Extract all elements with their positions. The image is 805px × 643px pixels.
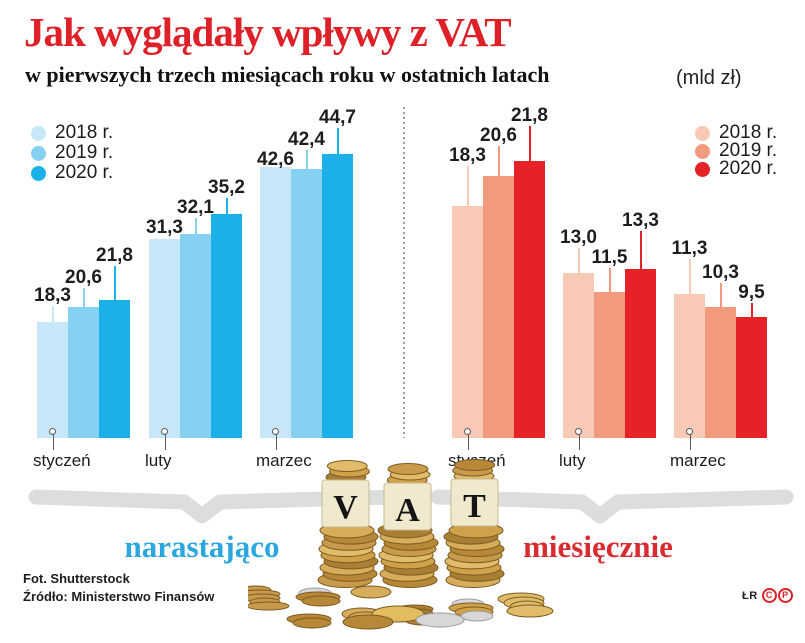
bar-miesiecznie-0-1 [563, 273, 594, 438]
bar-narastajaco-1-0 [68, 307, 99, 438]
leader-line-narastajaco-0-0 [51, 306, 54, 322]
value-label-miesiecznie-1-0: 20,6 [480, 125, 517, 146]
leader-line-miesiecznie-1-2 [719, 283, 722, 307]
bar-narastajaco-0-1 [149, 239, 180, 438]
value-label-miesiecznie-0-0: 18,3 [449, 145, 486, 166]
leader-line-miesiecznie-2-0 [528, 126, 531, 161]
bar-miesiecznie-0-0 [452, 206, 483, 438]
leader-line-miesiecznie-2-2 [750, 303, 753, 317]
copyright-p-icon: P [777, 588, 793, 603]
bar-narastajaco-2-0 [99, 300, 130, 438]
legend-swatch-narastajaco-0 [31, 126, 46, 141]
value-label-narastajaco-1-1: 32,1 [177, 197, 214, 218]
value-label-narastajaco-0-1: 31,3 [146, 217, 183, 238]
bar-miesiecznie-2-2 [736, 317, 767, 438]
bar-narastajaco-2-1 [211, 214, 242, 438]
bar-miesiecznie-2-0 [514, 161, 545, 438]
legend-label-narastajaco-2: 2020 r. [55, 162, 114, 183]
value-label-narastajaco-2-2: 44,7 [319, 107, 356, 128]
category-stem-narastajaco-2 [275, 434, 277, 450]
leader-line-miesiecznie-1-1 [608, 268, 611, 292]
leader-line-miesiecznie-0-1 [577, 248, 580, 273]
category-stem-miesiecznie-2 [689, 434, 691, 450]
bar-miesiecznie-1-1 [594, 292, 625, 438]
leader-line-miesiecznie-0-2 [688, 259, 691, 294]
legend-swatch-miesiecznie-2 [695, 162, 710, 177]
category-label-narastajaco-0: styczeń [33, 451, 91, 470]
dotted-divider [403, 107, 405, 438]
value-label-narastajaco-1-2: 42,4 [288, 129, 325, 150]
legend-label-miesiecznie-2: 2020 r. [719, 158, 778, 179]
bar-narastajaco-2-2 [322, 154, 353, 438]
bar-miesiecznie-2-1 [625, 269, 656, 438]
page-subtitle: w pierwszych trzech miesiącach roku w os… [25, 62, 550, 87]
brace-left [28, 489, 404, 524]
legend-swatch-narastajaco-1 [31, 146, 46, 161]
bar-narastajaco-0-2 [260, 167, 291, 438]
value-label-narastajaco-2-0: 21,8 [96, 245, 133, 266]
value-label-narastajaco-0-2: 42,6 [257, 149, 294, 170]
group-label-narastajaco: narastająco [124, 529, 280, 564]
photo-credit: Fot. Shutterstock [23, 571, 130, 586]
group-label-miesiecznie: miesięcznie [523, 529, 673, 564]
legend-swatch-miesiecznie-1 [695, 144, 710, 159]
bar-narastajaco-0-0 [37, 322, 68, 438]
leader-line-narastajaco-1-0 [82, 288, 85, 307]
legend-swatch-miesiecznie-0 [695, 126, 710, 141]
value-label-miesiecznie-0-1: 13,0 [560, 227, 597, 248]
brace-right [430, 489, 794, 524]
category-stem-miesiecznie-0 [467, 434, 469, 450]
category-label-miesiecznie-1: luty [559, 451, 586, 470]
leader-line-narastajaco-1-2 [305, 150, 308, 169]
value-label-miesiecznie-0-2: 11,3 [671, 238, 708, 259]
category-stem-narastajaco-1 [164, 434, 166, 450]
legend-label-miesiecznie-0: 2018 r. [719, 122, 778, 143]
source-credit: Źródło: Ministerstwo Finansów [23, 589, 215, 604]
copyright-c-icon: C [761, 588, 777, 603]
legend-label-narastajaco-1: 2019 r. [55, 142, 114, 163]
category-label-narastajaco-1: luty [145, 451, 172, 470]
value-label-narastajaco-0-0: 18,3 [34, 285, 71, 306]
leader-line-miesiecznie-0-0 [466, 166, 469, 206]
category-label-miesiecznie-0: styczeń [448, 451, 506, 470]
leader-line-narastajaco-2-1 [225, 198, 228, 214]
category-label-miesiecznie-2: marzec [670, 451, 726, 470]
value-label-miesiecznie-1-1: 11,5 [591, 247, 628, 268]
page-title: Jak wyglądały wpływy z VAT [24, 9, 512, 55]
category-stem-narastajaco-0 [52, 434, 54, 450]
category-stem-miesiecznie-1 [578, 434, 580, 450]
legend-label-narastajaco-0: 2018 r. [55, 122, 114, 143]
leader-line-miesiecznie-1-0 [497, 146, 500, 176]
legend-swatch-narastajaco-2 [31, 166, 46, 181]
bar-narastajaco-1-1 [180, 234, 211, 438]
category-label-narastajaco-2: marzec [256, 451, 312, 470]
leader-line-narastajaco-1-1 [194, 218, 197, 234]
bar-narastajaco-1-2 [291, 169, 322, 438]
value-label-miesiecznie-2-0: 21,8 [511, 105, 548, 126]
signature: ŁR C P [742, 588, 793, 603]
value-label-narastajaco-2-1: 35,2 [208, 177, 245, 198]
bar-miesiecznie-0-2 [674, 294, 705, 438]
bar-miesiecznie-1-0 [483, 176, 514, 438]
value-label-miesiecznie-1-2: 10,3 [702, 262, 739, 283]
value-label-miesiecznie-2-2: 9,5 [738, 282, 765, 303]
leader-line-narastajaco-2-2 [336, 128, 339, 154]
legend-label-miesiecznie-1: 2019 r. [719, 140, 778, 161]
leader-line-miesiecznie-2-1 [639, 231, 642, 269]
value-label-narastajaco-1-0: 20,6 [65, 267, 102, 288]
value-label-miesiecznie-2-1: 13,3 [622, 210, 659, 231]
author-initials: ŁR [742, 589, 758, 602]
unit-label: (mld zł) [676, 67, 742, 89]
bar-miesiecznie-1-2 [705, 307, 736, 438]
leader-line-narastajaco-2-0 [113, 266, 116, 300]
